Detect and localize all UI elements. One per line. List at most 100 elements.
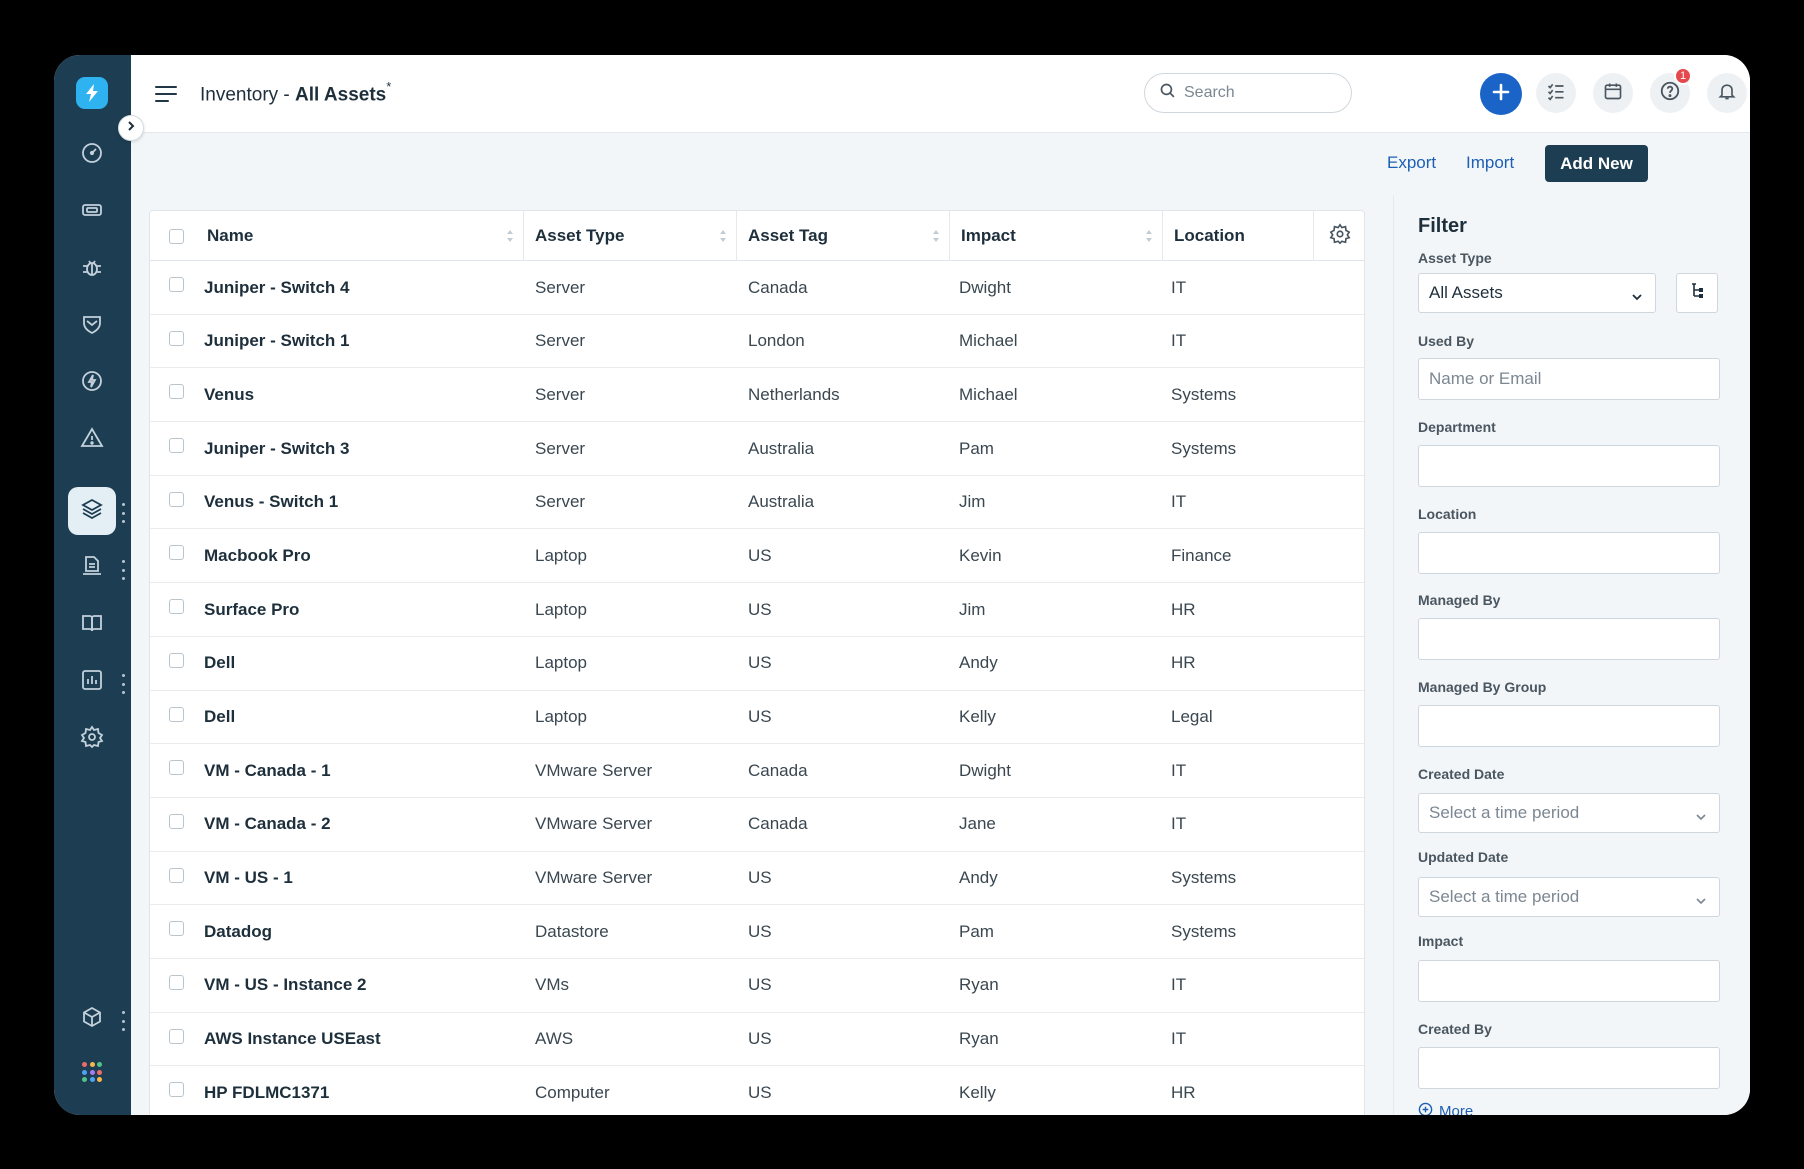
used-by-input[interactable] [1418,358,1720,400]
nav-tickets[interactable] [68,188,116,236]
nav-assets[interactable] [68,487,116,535]
row-checkbox[interactable] [169,438,184,454]
row-checkbox[interactable] [169,921,184,937]
column-header-asset-type[interactable]: Asset Type [524,211,737,261]
nav-dashboard[interactable] [68,131,116,179]
nav-documents[interactable] [68,544,116,592]
nav-alerts[interactable] [68,416,116,464]
created-date-select[interactable]: Select a time period [1418,793,1720,833]
cell-name[interactable]: Juniper - Switch 3 [204,438,350,458]
calendar-button[interactable] [1593,73,1633,113]
column-header-asset-tag[interactable]: Asset Tag [737,211,950,261]
cell-name[interactable]: VM - US - Instance 2 [204,975,367,995]
cell-name[interactable]: Venus - Switch 1 [204,492,339,512]
notifications-button[interactable] [1707,73,1747,113]
logo-icon[interactable] [76,77,108,109]
managed-by-input[interactable] [1418,618,1720,660]
department-input[interactable] [1418,445,1720,487]
cell-name[interactable]: Datadog [204,921,272,941]
column-header-impact[interactable]: Impact [950,211,1163,261]
column-header-name[interactable]: Name [196,211,524,261]
nav-releases[interactable] [68,359,116,407]
cell-name[interactable]: Dell [204,707,236,726]
sidebar-expand-button[interactable] [118,115,144,141]
table-row[interactable]: Venus Server Netherlands Michael Systems [150,368,1364,423]
sort-icon [720,230,726,242]
nav-settings[interactable] [68,715,116,763]
table-row[interactable]: Macbook Pro Laptop US Kevin Finance [150,529,1364,584]
asset-tree-button[interactable] [1676,273,1718,313]
export-link[interactable]: Export [1387,153,1437,172]
updated-date-select[interactable]: Select a time period [1418,877,1720,917]
assets-more-menu[interactable] [120,503,126,523]
cell-name[interactable]: Dell [204,653,236,673]
nav-modules[interactable] [68,995,116,1043]
cell-name[interactable]: Venus [204,384,255,404]
more-filters-link[interactable]: More [1418,1102,1473,1115]
nav-knowledge[interactable] [68,601,116,649]
table-row[interactable]: VM - US - Instance 2 VMs US Ryan IT [150,959,1364,1013]
cell-name[interactable]: Juniper - Switch 1 [204,331,350,351]
cell-name[interactable]: Juniper - Switch 4 [204,277,350,297]
cell-name[interactable]: VM - Canada - 1 [204,760,331,780]
table-row[interactable]: VM - US - 1 VMware Server US Andy Systems [150,852,1364,906]
managed-by-group-input[interactable] [1418,705,1720,747]
row-checkbox[interactable] [169,599,184,615]
row-checkbox[interactable] [169,277,184,292]
impact-input[interactable] [1418,960,1720,1002]
cell-name[interactable]: HP FDLMC1371 [204,1082,330,1102]
table-row[interactable]: Dell Laptop US Andy HR [150,637,1364,691]
table-row[interactable]: Surface Pro Laptop US Jim HR [150,583,1364,637]
row-checkbox[interactable] [169,1082,184,1098]
row-checkbox[interactable] [169,706,184,722]
create-button[interactable] [1480,73,1522,115]
add-new-button[interactable]: Add New [1545,145,1648,182]
cell-name[interactable]: AWS Instance USEast [204,1029,381,1049]
table-row[interactable]: Datadog Datastore US Pam Systems [150,905,1364,959]
main-content: Name Asset Type Asset Tag Impact Locatio… [131,195,1393,1115]
search-box[interactable] [1144,73,1352,113]
row-checkbox[interactable] [169,384,184,400]
cell-name[interactable]: VM - US - 1 [204,868,293,888]
nav-reports[interactable] [68,658,116,706]
search-input[interactable] [1184,84,1334,102]
modules-more-menu[interactable] [120,1011,126,1031]
row-checkbox[interactable] [169,545,184,561]
cell-name[interactable]: VM - Canada - 2 [204,814,331,834]
location-input[interactable] [1418,532,1720,574]
row-checkbox[interactable] [169,760,184,776]
row-checkbox[interactable] [169,652,184,668]
table-row[interactable]: Juniper - Switch 3 Server Australia Pam Syst… [150,422,1364,476]
row-checkbox[interactable] [169,1028,184,1044]
column-header-location[interactable]: Location [1163,211,1314,261]
table-row[interactable]: Venus - Switch 1 Server Australia Jim IT [150,476,1364,530]
row-checkbox[interactable] [169,491,184,507]
table-row[interactable]: Dell Laptop US Kelly Legal [150,691,1364,745]
table-row[interactable]: VM - Canada - 1 VMware Server Canada Dwight… [150,744,1364,798]
table-row[interactable]: Juniper - Switch 1 Server London Michael IT [150,315,1364,369]
nav-changes[interactable] [68,302,116,350]
documents-more-menu[interactable] [120,560,126,580]
table-row[interactable]: AWS Instance USEast AWS US Ryan IT [150,1013,1364,1067]
created-by-input[interactable] [1418,1047,1720,1089]
table-row[interactable]: VM - Canada - 2 VMware Server Canada Jane IT [150,798,1364,852]
cell-name[interactable]: Macbook Pro [204,545,311,565]
cell-name[interactable]: Surface Pro [204,599,300,619]
select-all-checkbox[interactable] [169,229,184,244]
column-settings-button[interactable] [1314,211,1364,261]
reports-more-menu[interactable] [120,674,126,694]
table-row[interactable]: HP FDLMC1371 Computer US Kelly HR [150,1066,1364,1115]
table-row[interactable]: Juniper - Switch 4 Server Canada Dwight IT [150,261,1364,315]
row-checkbox[interactable] [169,330,184,346]
row-checkbox[interactable] [169,813,184,829]
apps-grid-icon[interactable] [82,1062,102,1082]
nav-problems[interactable] [68,245,116,293]
tasks-button[interactable] [1536,73,1576,113]
row-checkbox[interactable] [169,867,184,883]
import-link[interactable]: Import [1466,153,1515,172]
assets-table: Name Asset Type Asset Tag Impact Locatio… [149,210,1365,1115]
asset-type-select[interactable]: All Assets [1418,273,1656,313]
help-button[interactable]: 1 [1650,67,1692,113]
menu-icon[interactable] [155,86,177,104]
row-checkbox[interactable] [169,974,184,990]
